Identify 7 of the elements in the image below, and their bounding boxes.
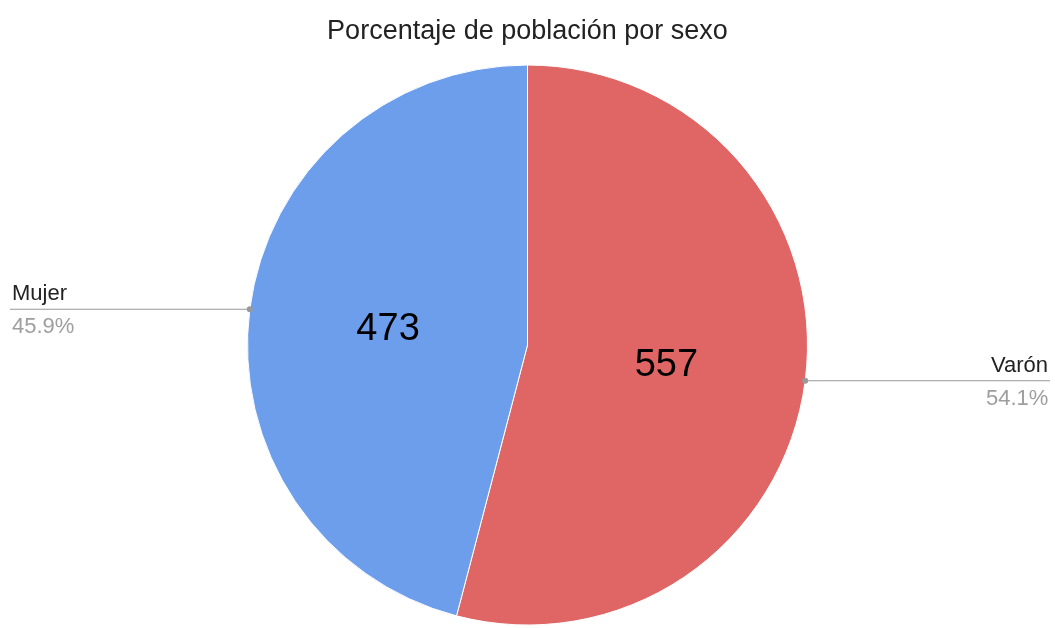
slice-label: Mujer [12, 280, 68, 305]
data-label: 557 [634, 341, 699, 384]
data-label: 473 [356, 306, 420, 349]
slice-label: Varón [991, 352, 1049, 377]
text: 54.1% [986, 385, 1049, 410]
chart-title: Porcentaje de población por sexo [327, 14, 728, 45]
text: 45.9% [12, 313, 75, 338]
